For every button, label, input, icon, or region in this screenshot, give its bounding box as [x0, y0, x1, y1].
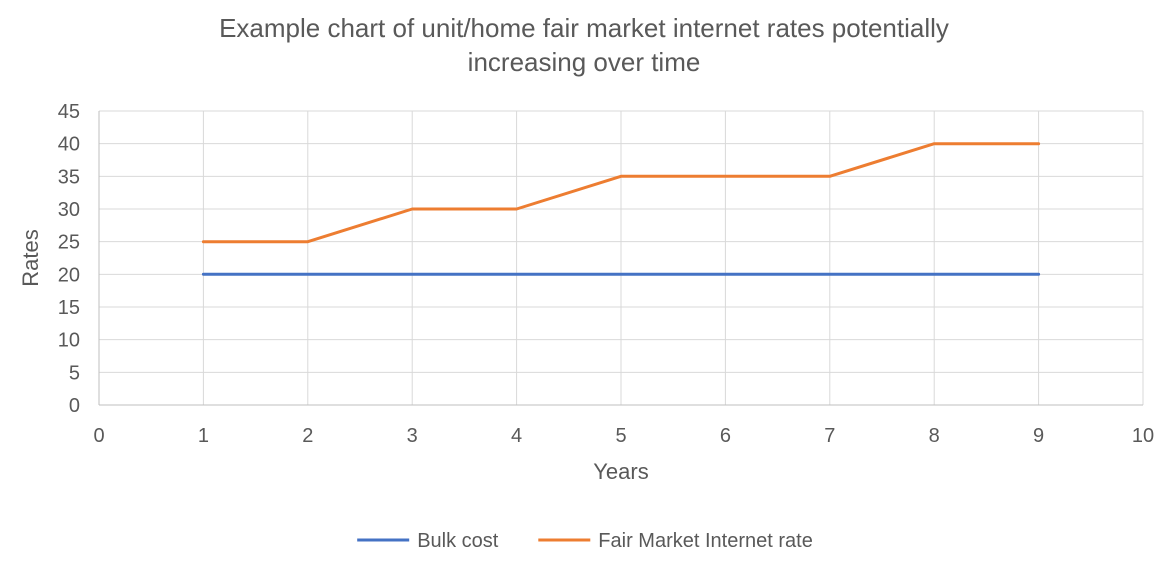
y-axis-title: Rates — [18, 229, 43, 286]
y-tick-label-8: 40 — [58, 134, 80, 156]
chart-title-line-1: Example chart of unit/home fair market i… — [219, 13, 949, 43]
x-tick-label-5: 5 — [615, 425, 626, 447]
legend-label-1: Fair Market Internet rate — [598, 530, 813, 552]
legend-item-1: Fair Market Internet rate — [538, 530, 813, 552]
x-tick-label-3: 3 — [407, 425, 418, 447]
y-tick-label-0: 0 — [69, 395, 80, 417]
y-tick-label-7: 35 — [58, 166, 80, 188]
y-tick-label-5: 25 — [58, 232, 80, 254]
series-lines — [201, 142, 1041, 276]
x-tick-label-2: 2 — [302, 425, 313, 447]
x-tick-label-10: 10 — [1132, 425, 1154, 447]
y-tick-label-2: 10 — [58, 330, 80, 352]
y-tick-label-9: 45 — [58, 101, 80, 123]
y-tick-label-1: 5 — [69, 362, 80, 384]
x-tick-label-6: 6 — [720, 425, 731, 447]
y-tick-label-4: 20 — [58, 264, 80, 286]
y-tick-label-6: 30 — [58, 199, 80, 221]
y-tick-label-3: 15 — [58, 297, 80, 319]
legend-item-0: Bulk cost — [357, 530, 499, 552]
x-tick-label-0: 0 — [93, 425, 104, 447]
x-tick-label-4: 4 — [511, 425, 522, 447]
x-axis-title: Years — [593, 459, 648, 484]
series-line-1 — [201, 142, 1041, 244]
legend-label-0: Bulk cost — [417, 530, 499, 552]
axes — [98, 111, 1143, 406]
chart-title-line-2: increasing over time — [468, 47, 701, 77]
x-tick-label-7: 7 — [824, 425, 835, 447]
x-tick-label-8: 8 — [929, 425, 940, 447]
legend: Bulk cost Fair Market Internet rate — [357, 530, 813, 552]
x-tick-label-9: 9 — [1033, 425, 1044, 447]
grid-lines — [99, 110, 1144, 405]
x-tick-label-1: 1 — [198, 425, 209, 447]
